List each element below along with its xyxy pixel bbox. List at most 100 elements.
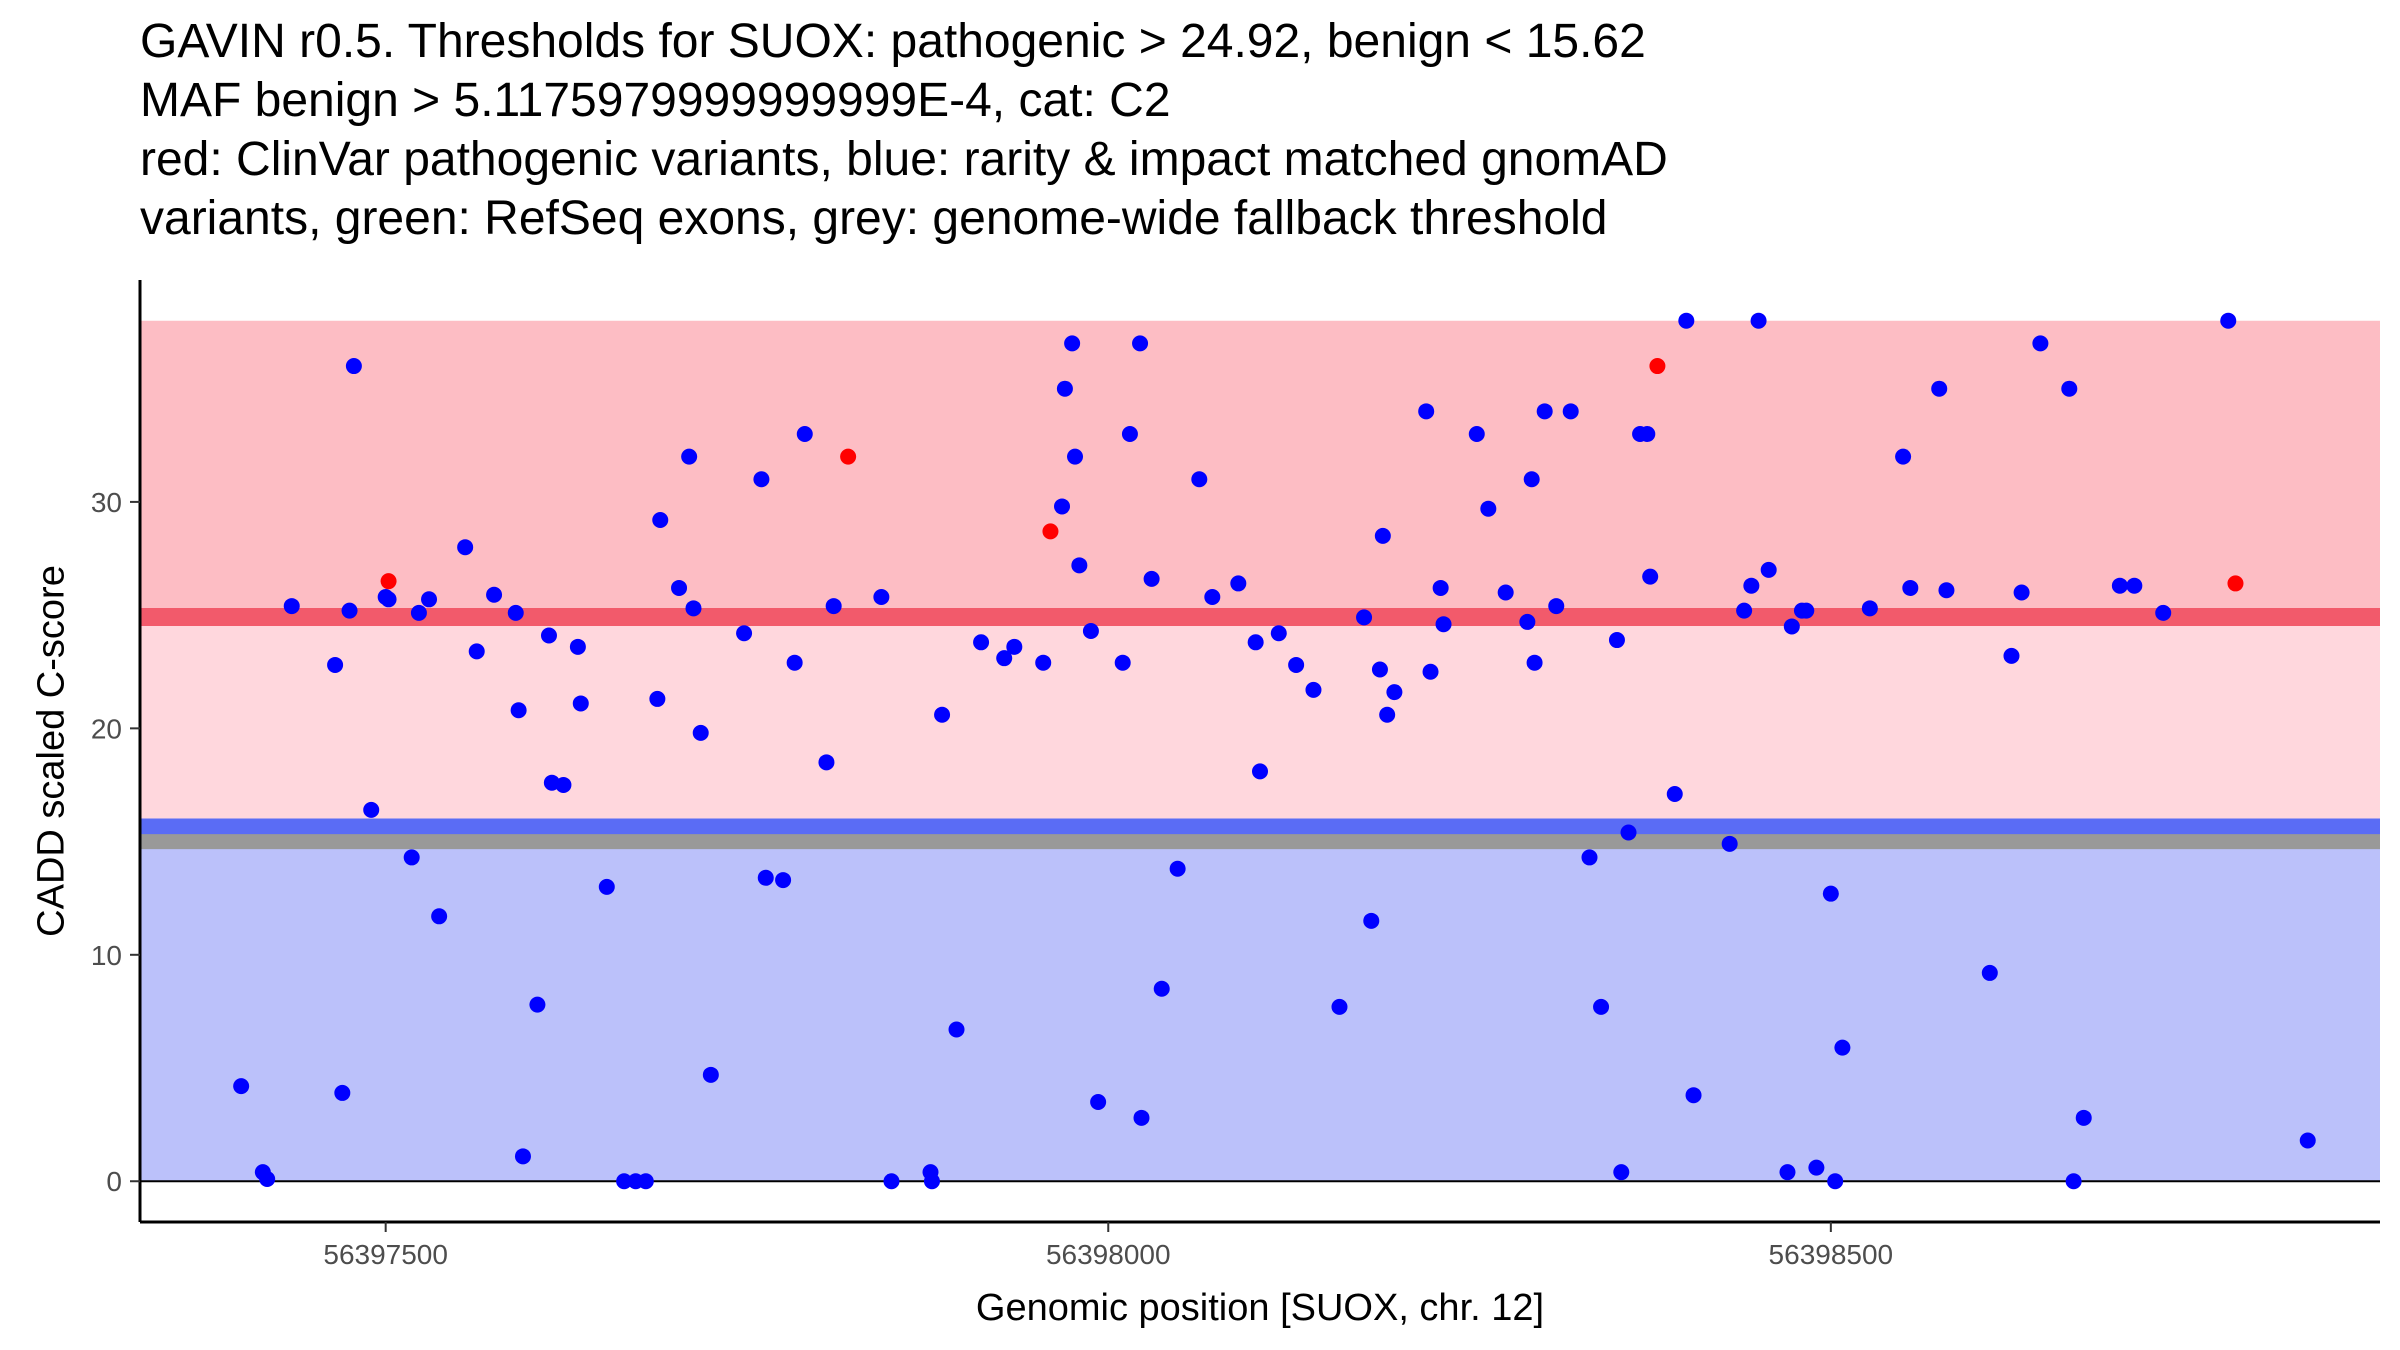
gnomad-matched-point: [1252, 763, 1268, 780]
x-tick-label: 56397500: [323, 1239, 448, 1270]
threshold-regions: [140, 320, 2380, 1182]
gnomad-matched-point: [883, 1173, 900, 1190]
gnomad-matched-point: [1895, 448, 1912, 465]
gnomad-matched-point: [486, 586, 503, 603]
gnomad-matched-point: [692, 724, 709, 741]
gnomad-matched-point: [1204, 589, 1221, 606]
gnomad-matched-point: [1497, 584, 1514, 601]
gnomad-matched-point: [1902, 579, 1919, 596]
gnomad-matched-point: [1827, 1173, 1844, 1190]
gnomad-matched-point: [996, 650, 1013, 667]
gnomad-matched-point: [1191, 471, 1208, 488]
gnomad-matched-point: [1526, 654, 1543, 671]
gnomad-matched-point: [259, 1170, 276, 1187]
gnomad-matched-point: [1374, 527, 1391, 544]
gnomad-matched-point: [1064, 335, 1081, 352]
gnomad-matched-point: [540, 627, 557, 644]
gnomad-matched-point: [233, 1078, 250, 1095]
gnomad-matched-point: [1169, 860, 1186, 877]
gnomad-matched-point: [1938, 582, 1955, 599]
gnomad-matched-point: [380, 591, 397, 608]
gnomad-matched-point: [1536, 403, 1553, 420]
gnomad-matched-point: [1288, 656, 1305, 673]
gnomad-matched-point: [1363, 912, 1380, 929]
gnomad-matched-point: [2061, 380, 2078, 397]
gnomad-matched-point: [1613, 1164, 1630, 1181]
gnomad-matched-point: [327, 656, 344, 673]
gnomad-matched-point: [1760, 561, 1777, 578]
gnomad-matched-point: [1523, 471, 1540, 488]
gnomad-matched-point: [1331, 998, 1348, 1015]
title-line-1: GAVIN r0.5. Thresholds for SUOX: pathoge…: [140, 15, 1646, 68]
gnomad-matched-point: [873, 589, 890, 606]
gnomad-matched-point: [1371, 661, 1388, 678]
gnomad-matched-point: [555, 776, 572, 793]
gnomad-matched-point: [1798, 602, 1815, 619]
title-line-4: variants, green: RefSeq exons, grey: gen…: [140, 192, 1608, 245]
gnomad-matched-point: [1056, 380, 1073, 397]
gnomad-matched-point: [775, 872, 792, 889]
gnomad-matched-point: [1822, 885, 1839, 902]
gnomad-matched-point: [1386, 684, 1403, 701]
gnomad-matched-point: [1468, 425, 1485, 442]
gnomad-matched-point: [753, 471, 770, 488]
gnomad-matched-point: [514, 1148, 531, 1165]
gnomad-matched-point: [1808, 1159, 1825, 1176]
gnomad-matched-point: [786, 654, 803, 671]
gnomad-matched-point: [2126, 577, 2143, 594]
chart-title: GAVIN r0.5. Thresholds for SUOX: pathoge…: [140, 12, 2380, 248]
gnomad-matched-point: [757, 869, 774, 886]
gnomad-matched-point: [421, 591, 438, 608]
gnomad-matched-point: [1432, 579, 1449, 596]
gnomad-matched-point: [2065, 1173, 2082, 1190]
gnomad-matched-point: [1153, 980, 1170, 997]
gnomad-matched-point: [1861, 600, 1878, 617]
y-tick-label: 30: [91, 487, 122, 518]
gnomad-matched-point: [685, 600, 702, 617]
gnomad-matched-point: [796, 425, 813, 442]
gnomad-matched-point: [1480, 500, 1497, 517]
gnomad-matched-point: [1548, 598, 1565, 615]
gnomad-matched-point: [598, 878, 615, 895]
gnomad-matched-point: [1422, 663, 1439, 680]
gnomad-matched-point: [1779, 1164, 1796, 1181]
gnomad-matched-point: [363, 801, 380, 818]
gnomad-matched-point: [2075, 1109, 2092, 1126]
gnomad-matched-point: [457, 539, 474, 556]
axes: 0 10 20 30 56397500 56398000 56398500: [91, 280, 2380, 1270]
gnomad-matched-point: [1834, 1039, 1851, 1056]
gnomad-matched-point: [1090, 1093, 1107, 1110]
gnomad-matched-point: [1519, 613, 1536, 630]
gnomad-matched-point: [973, 634, 990, 651]
gnomad-matched-point: [1133, 1109, 1150, 1126]
gnomad-matched-point: [334, 1084, 351, 1101]
gnomad-matched-point: [410, 604, 427, 621]
gnomad-matched-point: [283, 598, 300, 615]
clinvar-pathogenic-point: [1042, 523, 1059, 540]
gnomad-matched-point: [1067, 448, 1084, 465]
gnomad-matched-point: [1035, 654, 1052, 671]
gnomad-matched-point: [1593, 998, 1610, 1015]
gnomad-matched-point: [1736, 602, 1753, 619]
gnomad-matched-point: [1356, 609, 1373, 626]
gnomad-matched-point: [403, 849, 420, 866]
gnomad-matched-point: [1132, 335, 1149, 352]
gnomad-matched-point: [510, 702, 527, 719]
gnomad-matched-point: [345, 358, 362, 375]
gnomad-matched-point: [1270, 625, 1287, 642]
gnomad-matched-point: [1121, 425, 1138, 442]
x-tick-label: 56398000: [1046, 1239, 1171, 1270]
gnomad-matched-point: [1143, 570, 1160, 587]
clinvar-pathogenic-point: [1649, 358, 1666, 375]
gnomad-matched-point: [1685, 1087, 1702, 1104]
gnomad-matched-point: [934, 706, 951, 723]
gnomad-matched-point: [2155, 604, 2172, 621]
gnomad-matched-point: [2003, 647, 2020, 664]
gnomad-matched-point: [671, 579, 688, 596]
y-tick-label: 10: [91, 940, 122, 971]
y-axis-title: CADD scaled C-score: [30, 565, 72, 937]
gnomad-matched-point: [923, 1173, 940, 1190]
gnomad-matched-point: [1666, 786, 1683, 803]
gnomad-matched-point: [1721, 835, 1738, 852]
